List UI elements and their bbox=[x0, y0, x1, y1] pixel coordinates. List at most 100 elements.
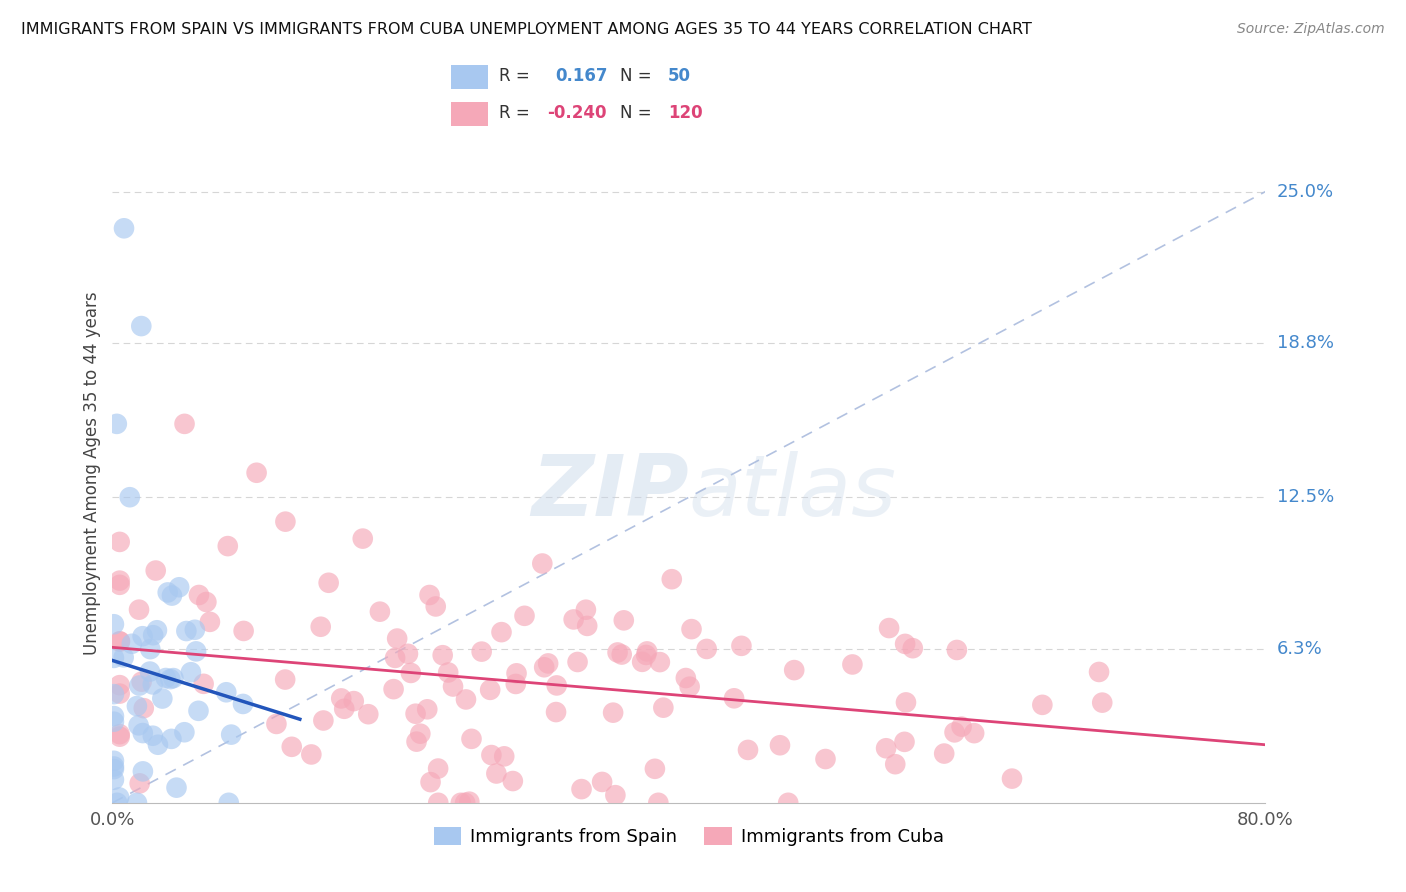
Point bbox=[232, 697, 254, 711]
Point bbox=[219, 728, 242, 742]
Point bbox=[505, 666, 527, 681]
Text: R =: R = bbox=[499, 103, 530, 122]
Point bbox=[661, 572, 683, 586]
Point bbox=[505, 677, 527, 691]
Point bbox=[309, 620, 332, 634]
Point bbox=[631, 655, 654, 669]
Point bbox=[246, 466, 269, 480]
Point bbox=[118, 490, 141, 504]
Point bbox=[425, 599, 447, 614]
Text: Source: ZipAtlas.com: Source: ZipAtlas.com bbox=[1237, 22, 1385, 37]
Point bbox=[155, 671, 177, 685]
Point bbox=[103, 687, 125, 701]
Point bbox=[108, 790, 131, 805]
Point bbox=[384, 651, 406, 665]
Text: atlas: atlas bbox=[689, 451, 897, 534]
Point bbox=[160, 589, 183, 603]
Point bbox=[884, 757, 907, 772]
Point bbox=[591, 775, 613, 789]
Point bbox=[841, 657, 863, 672]
Point bbox=[368, 605, 391, 619]
Point bbox=[333, 702, 356, 716]
Point bbox=[132, 726, 155, 740]
Point bbox=[103, 651, 125, 665]
Point bbox=[481, 747, 503, 762]
Point bbox=[575, 603, 598, 617]
Point bbox=[343, 694, 366, 708]
Point bbox=[405, 706, 427, 721]
Point bbox=[142, 628, 165, 642]
Text: 18.8%: 18.8% bbox=[1277, 334, 1333, 352]
Point bbox=[274, 515, 297, 529]
Point bbox=[934, 747, 956, 761]
Point bbox=[894, 695, 917, 709]
Point bbox=[652, 700, 675, 714]
Point bbox=[108, 727, 131, 741]
Point bbox=[128, 776, 150, 790]
Point bbox=[166, 780, 188, 795]
Point bbox=[437, 665, 460, 680]
Point bbox=[112, 221, 135, 235]
Point bbox=[567, 655, 589, 669]
Point bbox=[131, 629, 153, 643]
Point bbox=[419, 775, 441, 789]
Point bbox=[299, 747, 322, 762]
Point bbox=[162, 671, 184, 685]
Point bbox=[636, 644, 658, 658]
Point bbox=[146, 624, 169, 638]
Point bbox=[450, 796, 472, 810]
Text: IMMIGRANTS FROM SPAIN VS IMMIGRANTS FROM CUBA UNEMPLOYMENT AMONG AGES 35 TO 44 Y: IMMIGRANTS FROM SPAIN VS IMMIGRANTS FROM… bbox=[21, 22, 1032, 37]
Point bbox=[121, 637, 143, 651]
Point bbox=[131, 674, 153, 689]
Point bbox=[419, 588, 441, 602]
Point bbox=[139, 642, 162, 657]
Point bbox=[544, 705, 567, 719]
Point bbox=[108, 574, 131, 588]
Text: 50: 50 bbox=[668, 68, 690, 86]
Point bbox=[769, 738, 792, 752]
Y-axis label: Unemployment Among Ages 35 to 44 years: Unemployment Among Ages 35 to 44 years bbox=[83, 291, 101, 655]
Point bbox=[103, 772, 125, 787]
Point bbox=[730, 639, 752, 653]
Point bbox=[454, 692, 477, 706]
Point bbox=[108, 578, 131, 592]
Point bbox=[485, 766, 508, 780]
Point bbox=[125, 796, 148, 810]
Point bbox=[357, 707, 380, 722]
Point bbox=[502, 774, 524, 789]
Point bbox=[494, 749, 516, 764]
Point bbox=[946, 643, 969, 657]
Point bbox=[125, 699, 148, 714]
Point bbox=[103, 759, 125, 773]
Text: 25.0%: 25.0% bbox=[1277, 183, 1334, 201]
Point bbox=[108, 687, 131, 701]
Text: R =: R = bbox=[499, 68, 530, 86]
Point bbox=[546, 678, 568, 692]
Point bbox=[696, 642, 718, 657]
Point bbox=[103, 762, 125, 776]
Point bbox=[454, 796, 477, 810]
Point bbox=[427, 796, 450, 810]
Point bbox=[877, 621, 900, 635]
Point bbox=[266, 717, 288, 731]
Point bbox=[274, 673, 297, 687]
Point bbox=[232, 624, 254, 638]
Point bbox=[198, 615, 221, 629]
Point bbox=[901, 641, 924, 656]
Point bbox=[180, 665, 202, 680]
Point bbox=[432, 648, 454, 663]
Point bbox=[1031, 698, 1053, 712]
Point bbox=[108, 634, 131, 648]
Point bbox=[146, 738, 169, 752]
Point bbox=[173, 725, 195, 739]
Point bbox=[644, 762, 666, 776]
Point bbox=[128, 602, 150, 616]
Point bbox=[103, 617, 125, 632]
Point bbox=[218, 796, 240, 810]
Point bbox=[606, 645, 628, 659]
Point bbox=[318, 575, 340, 590]
Text: 6.3%: 6.3% bbox=[1277, 640, 1322, 657]
Point bbox=[950, 720, 973, 734]
Point bbox=[471, 645, 494, 659]
Point bbox=[613, 613, 636, 627]
